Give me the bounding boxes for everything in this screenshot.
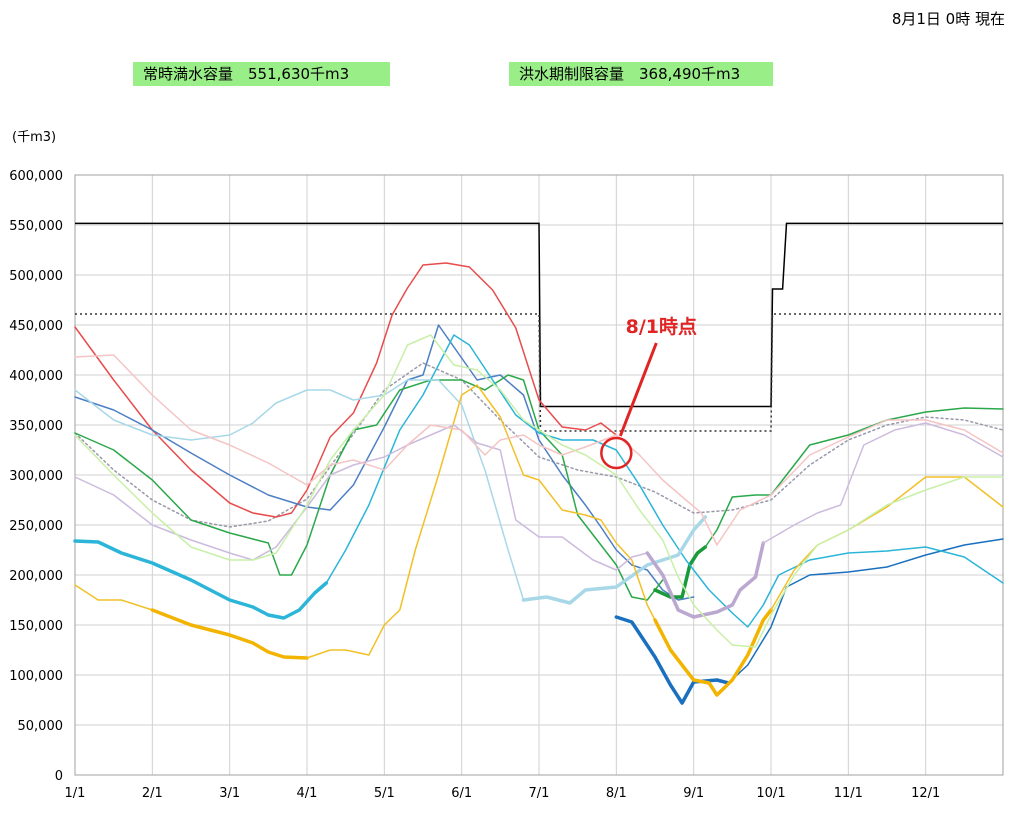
series-line [770,476,1004,611]
x-tick-label: 7/1 [529,786,550,801]
reference-lines [75,222,1003,432]
y-tick-label: 50,000 [18,719,64,734]
y-tick-label: 200,000 [9,569,63,584]
series-line [306,384,656,659]
series-line [74,354,1004,546]
y-tick-label: 400,000 [9,369,63,384]
x-tick-label: 10/1 [756,786,785,801]
y-axis-unit-label: (千m3) [12,130,56,145]
normal-full-capacity-badge: 常時満水容量 551,630千m3 [133,62,390,86]
series-line [74,584,154,611]
gridlines [74,174,1004,776]
y-tick-label: 100,000 [9,669,63,684]
series-line [74,362,1004,528]
series-line [74,262,618,518]
series-line [614,615,731,705]
series-line [704,407,1004,548]
x-tick-label: 9/1 [683,786,704,801]
series-line [325,334,1004,628]
series-line [521,515,708,605]
y-tick-label: 500,000 [9,269,63,284]
annotation-pointer [618,342,658,437]
series-line [74,424,649,571]
y-tick-label: 250,000 [9,519,63,534]
y-tick-label: 450,000 [9,319,63,334]
y-tick-label: 550,000 [9,219,63,234]
x-tick-label: 3/1 [219,786,240,801]
plot-frame [74,174,1004,776]
annotation-group: 8/1時点 [600,316,697,470]
series-line [74,379,540,601]
x-tick-label: 2/1 [142,786,163,801]
reference-line [75,222,1003,408]
x-axis-ticks: 1/1 2/1 3/1 4/1 5/1 6/1 7/1 8/1 9/1 10/1 11/1 12/1 [65,786,941,801]
x-tick-label: 4/1 [297,786,318,801]
series-line [645,541,766,619]
y-tick-label: 0 [55,769,63,784]
x-tick-label: 1/1 [65,786,86,801]
x-tick-label: 8/1 [606,786,627,801]
series-line [762,422,1004,544]
series-line [73,539,329,620]
data-series [73,262,1004,705]
x-tick-label: 5/1 [374,786,395,801]
y-tick-label: 300,000 [9,469,63,484]
flood-limit-capacity-badge: 洪水期制限容量 368,490千m3 [509,62,773,86]
series-line [150,608,309,660]
series-line [653,545,708,599]
y-tick-label: 600,000 [9,169,63,184]
series-line [653,608,773,697]
annotation-circle [600,436,633,470]
series-line [74,374,664,601]
x-tick-label: 11/1 [834,786,863,801]
timestamp: 8月1日 0時 現在 [891,10,1005,28]
y-axis-ticks: 0 50,000 100,000 150,000 200,000 250,000 300,0… [9,169,63,784]
annotation-label: 8/1時点 [626,316,697,338]
series-line [727,538,1004,684]
series-line [74,334,1004,648]
y-tick-label: 150,000 [9,619,63,634]
reference-line [75,313,1003,432]
series-line [74,324,695,601]
y-tick-label: 350,000 [9,419,63,434]
x-tick-label: 6/1 [451,786,472,801]
x-tick-label: 12/1 [911,786,940,801]
